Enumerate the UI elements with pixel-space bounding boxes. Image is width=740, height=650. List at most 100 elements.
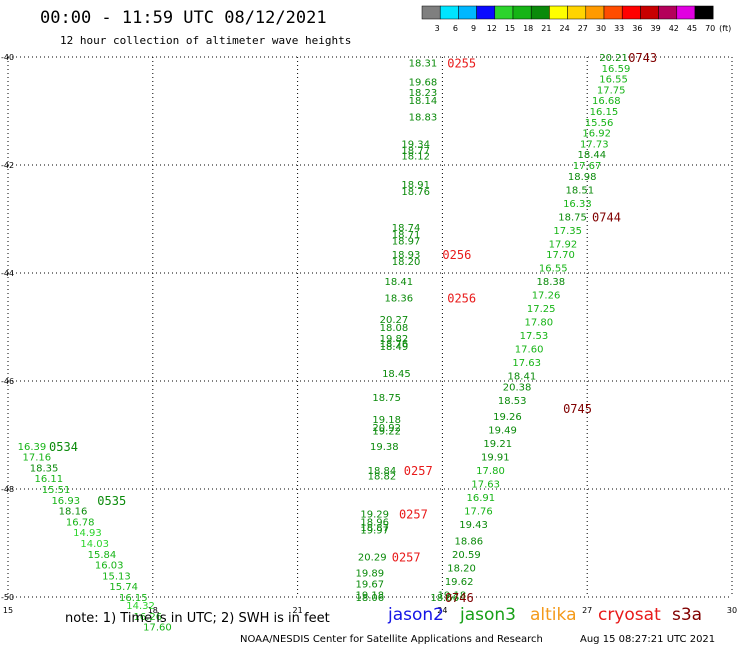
wave-height-cryosat: 18.20: [392, 257, 421, 268]
wave-height-s3a: 16.91: [467, 493, 496, 504]
pass-time-label: 0745: [563, 402, 592, 416]
wave-height-jason3: 17.16: [22, 453, 51, 464]
wave-height-cryosat: 18.76: [401, 187, 430, 198]
wave-height-s3a: 19.18: [438, 590, 467, 601]
scale-swatch: [421, 5, 441, 20]
wave-height-cryosat: 18.14: [409, 96, 438, 107]
scale-label: 9: [471, 24, 476, 33]
wave-height-s3a: 17.76: [464, 507, 493, 518]
wave-height-s3a: 17.60: [515, 345, 544, 356]
wave-height-s3a: 19.26: [493, 412, 522, 423]
wave-height-cryosat: 18.74: [392, 223, 421, 234]
y-tick-label: -44: [1, 269, 14, 278]
wave-height-s3a: 17.35: [553, 226, 582, 237]
wave-height-cryosat: 20.29: [358, 553, 387, 564]
scale-swatch: [640, 5, 659, 20]
wave-height-cryosat: 20.92: [372, 423, 401, 434]
wave-height-jason3: 15.51: [42, 485, 71, 496]
scale-swatch: [585, 5, 605, 20]
wave-height-s3a: 17.70: [546, 250, 575, 261]
pass-time-label: 0746: [445, 591, 474, 605]
wave-height-s3a: 18.41: [508, 372, 537, 383]
scale-swatch: [621, 5, 641, 20]
wave-height-s3a: 16.15: [590, 107, 619, 118]
pass-time-label: 0744: [592, 210, 621, 224]
legend-jason2: jason2: [388, 605, 444, 625]
pass-time-labels: 0255 0256 0256 0257 0257 0257 0743 0744 0745 0746…: [49, 51, 657, 605]
chart-grid: [7, 56, 733, 598]
scale-label: 15: [505, 24, 515, 33]
pass-time-label: 0534: [49, 440, 78, 454]
legend-jason3: jason3: [460, 605, 516, 625]
x-tick-label: 27: [582, 606, 592, 615]
wave-height-s3a: 20.21: [599, 53, 628, 64]
wave-height-cryosat: 18.76: [380, 339, 409, 350]
wave-height-cryosat: 18.08: [380, 323, 409, 334]
scale-label: 30: [596, 24, 606, 33]
wave-height-jason3: 18.16: [59, 507, 88, 518]
scale-swatch: [530, 5, 550, 20]
wave-height-cryosat: 18.71: [392, 230, 421, 241]
pass-time-label: 0535: [97, 494, 126, 508]
scale-label: 24: [560, 24, 570, 33]
wave-height-cryosat: 19.68: [409, 77, 438, 88]
scale-label: 12: [487, 24, 497, 33]
wave-height-jason3: 14.32: [126, 601, 155, 612]
wave-height-cryosat: 18.45: [382, 369, 411, 380]
wave-height-cryosat: 19.67: [356, 580, 385, 591]
wave-height-jason3: 16.11: [35, 474, 64, 485]
scale-label: 42: [669, 24, 679, 33]
scale-swatch: [476, 5, 496, 20]
wave-height-s3a: 19.21: [483, 439, 512, 450]
wave-height-s3a: 19.91: [481, 453, 510, 464]
wave-height-jason3: 16.26: [133, 612, 162, 623]
pass-time-label: 0255: [447, 56, 476, 70]
chart-subtitle: 12 hour collection of altimeter wave hei…: [60, 34, 352, 47]
wave-height-s3a: 15.56: [585, 118, 614, 129]
wave-height-s3a: 16.33: [563, 199, 592, 210]
scale-label: 45: [687, 24, 697, 33]
wave-height-s3a: 17.26: [532, 291, 561, 302]
legend-altika: altika: [530, 605, 577, 625]
wave-height-cryosat: 18.06: [356, 593, 385, 604]
y-tick-label: -50: [1, 593, 14, 602]
pass-time-label: 0257: [404, 464, 433, 478]
scale-label: 6: [453, 24, 458, 33]
wave-height-s3a: 16.92: [582, 129, 611, 140]
pass-time-label: 0256: [447, 291, 476, 305]
scale-label: 36: [632, 24, 642, 33]
wave-height-jason3: 15.13: [102, 571, 131, 582]
legend-s3a: s3a: [672, 605, 703, 625]
wave-height-jason3: 14.93: [73, 528, 102, 539]
pass-time-label: 0257: [399, 507, 428, 521]
wave-height-cryosat: 18.36: [384, 293, 413, 304]
wave-height-s3a: 18.44: [578, 150, 607, 161]
wave-height-cryosat: 18.84: [368, 466, 397, 477]
y-tick-label: -48: [1, 485, 14, 494]
scale-swatch: [512, 5, 532, 20]
wave-height-s3a: 17.63: [471, 480, 500, 491]
wave-height-cryosat: 19.22: [372, 427, 401, 438]
scale-swatch: [603, 5, 623, 20]
footer-note: note: 1) Time is in UTC; 2) SWH is in fe…: [65, 611, 330, 626]
x-tick-label: 30: [727, 606, 737, 615]
wave-height-s3a: 18.38: [537, 277, 566, 288]
wave-height-s3a: 17.73: [580, 139, 609, 150]
wave-height-jason3: 17.60: [143, 623, 172, 634]
wave-height-cryosat: 19.38: [370, 442, 399, 453]
wave-height-s3a: 18.86: [454, 536, 483, 547]
wave-height-s3a: 17.63: [512, 358, 541, 369]
x-tick-label: 21: [293, 606, 303, 615]
wave-height-cryosat: 18.31: [409, 58, 438, 69]
x-tick-label: 15: [3, 606, 13, 615]
scale-swatch: [694, 5, 714, 20]
wave-height-s3a: 18.98: [568, 172, 597, 183]
wave-height-s3a: 16.59: [602, 64, 631, 75]
wave-height-cryosat: 18.97: [392, 237, 421, 248]
wave-height-cryosat: 18.41: [384, 277, 413, 288]
wave-height-s3a: 18.75: [558, 212, 587, 223]
scale-label: 39: [651, 24, 661, 33]
wave-height-cryosat: 18.75: [372, 393, 401, 404]
